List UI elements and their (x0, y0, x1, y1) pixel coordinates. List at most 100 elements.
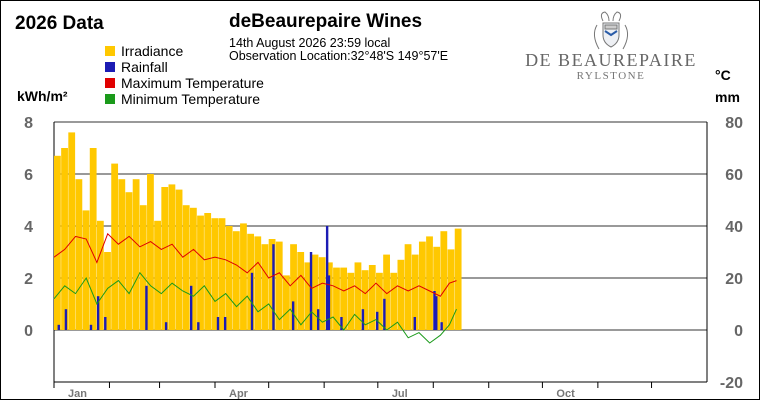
x-tick-label: Jul (392, 388, 408, 399)
x-tick-label: Apr (229, 388, 249, 399)
irradiance-bar (354, 262, 362, 330)
right-axis-unit-temperature: °C (715, 67, 731, 83)
irradiance-bar (82, 210, 90, 330)
rainfall-bar (440, 322, 443, 330)
irradiance-bar (104, 252, 111, 330)
irradiance-bar (218, 218, 226, 330)
irradiance-bar (232, 231, 240, 330)
irradiance-bar (340, 267, 348, 330)
irradiance-bar (304, 262, 312, 330)
irradiance-bar (290, 244, 297, 330)
rainfall-bar (435, 296, 438, 330)
irradiance-bar (261, 244, 269, 330)
irradiance-bar (397, 259, 405, 330)
chart-title: 2026 Data (15, 13, 104, 34)
irradiance-bar (376, 272, 383, 330)
y-right-tick-label: 20 (725, 271, 743, 288)
x-tick-label: Jan (68, 388, 87, 399)
irradiance-bar (75, 179, 83, 330)
irradiance-bar (147, 174, 154, 330)
irradiance-bar (275, 241, 283, 330)
y-left-tick-label: 6 (24, 167, 33, 184)
irradiance-bar (404, 244, 412, 330)
irradiance-bar (118, 179, 126, 330)
legend-swatch-min-temp (105, 94, 115, 104)
irradiance-bar (268, 239, 276, 330)
irradiance-bar (189, 207, 197, 330)
irradiance-bar (333, 267, 340, 330)
irradiance-bar (68, 132, 76, 330)
y-right-tick-label: 0 (734, 323, 743, 340)
rainfall-bar (327, 275, 331, 330)
irradiance-bar (211, 218, 219, 330)
legend-swatch-rainfall (105, 62, 115, 72)
logo-name: DE BEAUREPAIRE (525, 50, 697, 70)
rainfall-bar (309, 252, 313, 330)
legend-item-rainfall: Rainfall (105, 59, 168, 75)
rainfall-bar (272, 244, 275, 330)
irradiance-bar (139, 205, 147, 330)
y-right-tick-label: 80 (725, 115, 743, 132)
irradiance-bar (240, 223, 247, 330)
rainfall-bar (383, 298, 386, 330)
irradiance-bar (433, 246, 441, 330)
legend-label: Maximum Temperature (121, 75, 264, 91)
min-temperature-line (53, 271, 457, 344)
irradiance-bar (254, 236, 262, 330)
irradiance-bar (161, 187, 169, 330)
observation-location: Observation Location:32°48'S 149°57'E (229, 49, 449, 63)
rainfall-bar (64, 309, 68, 330)
irradiance-bar (297, 252, 305, 330)
legend-label: Rainfall (121, 59, 168, 75)
right-axis-unit-rainfall: mm (715, 89, 740, 105)
irradiance-bar (54, 155, 61, 330)
station-name: deBeaurepaire Wines (229, 11, 423, 32)
irradiance-bar (111, 163, 119, 330)
legend-item-irradiance: Irradiance (105, 43, 183, 59)
rainfall-bar (413, 317, 416, 330)
irradiance-bar (125, 192, 133, 330)
rainfall-bar (57, 324, 60, 330)
irradiance-bar (318, 257, 326, 330)
rainfall-bar (316, 309, 320, 330)
irradiance-bar (182, 205, 190, 330)
irradiance-bar (368, 265, 376, 330)
irradiance-bar (247, 233, 255, 330)
legend-swatch-irradiance (105, 46, 115, 56)
irradiance-bar (418, 241, 426, 330)
y-left-tick-label: 2 (24, 271, 33, 288)
rainfall-bar (216, 317, 220, 330)
irradiance-bar (204, 213, 212, 330)
irradiance-bar (168, 184, 176, 330)
irradiance-bar (61, 148, 68, 330)
rainfall-bar (197, 322, 200, 330)
y-right-tick-label: 40 (725, 219, 743, 236)
y-left-tick-label: 0 (24, 323, 33, 340)
rainfall-bar (250, 272, 254, 330)
legend-label: Minimum Temperature (121, 91, 261, 107)
irradiance-bar (96, 220, 104, 330)
irradiance-bar (154, 220, 161, 330)
left-axis-unit: kWh/m² (17, 88, 68, 104)
y-left-tick-label: 4 (24, 219, 33, 236)
irradiance-bar (390, 272, 398, 330)
legend-swatch-max-temp (105, 78, 115, 88)
irradiance-bar (89, 148, 97, 330)
rainfall-bar (89, 324, 93, 330)
irradiance-bar (440, 231, 448, 330)
rainfall-bar (145, 285, 148, 330)
y-right-tick-label: -20 (720, 375, 743, 392)
rainfall-bar (104, 317, 107, 330)
legend-item-min-temp: Minimum Temperature (105, 91, 260, 107)
irradiance-bar (347, 272, 355, 330)
rainfall-bar (164, 322, 168, 330)
rainfall-bar (340, 317, 343, 330)
irradiance-bar (411, 254, 419, 330)
rainfall-bar (223, 317, 227, 330)
irradiance-bar (454, 228, 462, 330)
irradiance-bar (197, 215, 204, 330)
legend-item-max-temp: Maximum Temperature (105, 75, 264, 91)
rainfall-bar (325, 226, 329, 330)
